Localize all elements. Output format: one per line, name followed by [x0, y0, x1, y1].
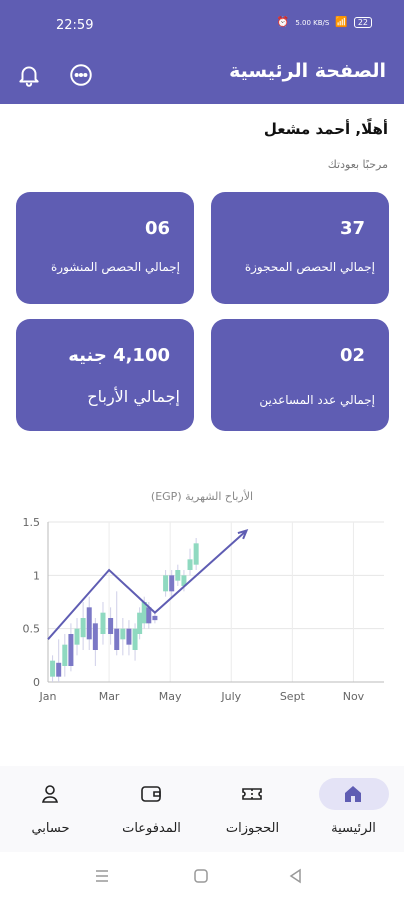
status-bar: 22:59 ⏰ 5.00 KB/S 📶 22 — [0, 0, 404, 50]
chat-bubble-icon[interactable] — [68, 62, 94, 88]
candle-up — [132, 628, 138, 650]
status-icons: ⏰ 5.00 KB/S 📶 22 — [277, 17, 372, 28]
candle-down — [56, 662, 62, 677]
y-tick-label: 1.5 — [23, 516, 41, 529]
home-icon — [341, 782, 365, 806]
chart-svg: 0 0.5 1 1.5 Jan Mar May July Sept Nov — [23, 516, 384, 703]
nav-label: حسابي — [31, 821, 70, 836]
wifi-icon: 📶 — [335, 17, 348, 28]
candle-up — [74, 628, 80, 645]
nav-item-account[interactable]: حسابي — [0, 766, 101, 852]
page-title: الصفحة الرئيسية — [229, 60, 386, 82]
stat-label: إجمالي الحصص المنشورة — [50, 260, 180, 274]
greeting-subtitle: مرحبًا بعودتك — [327, 158, 388, 171]
candle-down — [169, 575, 175, 592]
monthly-earnings-chart: الأرباح الشهرية (EGP) 0 0.5 1 1.5 Jan Mar May J… — [10, 480, 394, 720]
stat-label: إجمالي عدد المساعدين — [259, 393, 375, 407]
nav-label: المدفوعات — [122, 821, 181, 836]
stat-value: 06 — [144, 218, 170, 239]
candle-up — [50, 660, 56, 677]
candle-up — [181, 575, 187, 586]
alarm-icon: ⏰ — [276, 17, 290, 28]
candle-down — [152, 615, 158, 621]
candle-down — [86, 607, 92, 640]
stat-label: إجمالي الحصص المحجوزة — [244, 260, 375, 274]
candle-down — [126, 628, 132, 645]
chart-title: الأرباح الشهرية (EGP) — [150, 490, 254, 503]
candle-down — [108, 618, 114, 634]
candle-up — [193, 543, 199, 565]
candle-up — [80, 618, 86, 638]
stat-label: إجمالي الأرباح — [87, 387, 180, 406]
y-tick-label: 1 — [33, 569, 40, 582]
x-tick-label: Mar — [99, 690, 120, 703]
recent-apps-icon[interactable] — [92, 866, 112, 886]
candle-down — [92, 623, 98, 650]
battery-icon: 22 — [353, 17, 372, 28]
greeting-title: أهلًا, أحمد مشعل — [263, 120, 388, 138]
system-navigation-bar — [0, 852, 404, 900]
candle-up — [137, 612, 143, 634]
candle-up — [141, 602, 147, 624]
stat-card-assistants[interactable]: 02 إجمالي عدد المساعدين — [211, 319, 389, 431]
candle-down — [146, 607, 152, 624]
candle-up — [62, 644, 68, 666]
notification-bell-icon[interactable] — [16, 62, 42, 88]
app-bar: الصفحة الرئيسية — [0, 50, 404, 104]
nav-item-home[interactable]: الرئيسية — [303, 766, 404, 852]
stat-value: 02 — [339, 345, 365, 366]
x-tick-label: July — [220, 690, 241, 703]
stat-card-booked-sessions[interactable]: 37 إجمالي الحصص المحجوزة — [211, 192, 389, 304]
user-icon — [38, 782, 62, 806]
candle-down — [68, 634, 74, 666]
trend-line — [47, 529, 248, 640]
wallet-icon — [139, 782, 163, 806]
nav-item-payments[interactable]: المدفوعات — [101, 766, 202, 852]
status-time: 22:59 — [56, 18, 94, 33]
x-tick-label: Nov — [343, 690, 365, 703]
candle-up — [120, 628, 126, 640]
ticket-icon — [240, 782, 264, 806]
bottom-navigation: الرئيسية الحجوزات المدفوعات حسابي — [0, 766, 404, 852]
network-speed: 5.00 KB/S — [295, 18, 330, 27]
stat-value: 4,100 جنيه — [68, 345, 170, 366]
candle-up — [175, 570, 181, 581]
trend-arrow-head — [237, 528, 249, 540]
home-button-icon[interactable] — [191, 866, 211, 886]
stat-card-total-earnings[interactable]: 4,100 جنيه إجمالي الأرباح — [16, 319, 194, 431]
y-tick-label: 0.5 — [23, 623, 41, 636]
x-tick-label: Sept — [280, 690, 306, 703]
stat-value: 37 — [339, 218, 365, 239]
nav-item-bookings[interactable]: الحجوزات — [202, 766, 303, 852]
candle-up — [187, 559, 193, 570]
back-button-icon[interactable] — [286, 866, 306, 886]
stat-card-published-sessions[interactable]: 06 إجمالي الحصص المنشورة — [16, 192, 194, 304]
candle-up — [163, 575, 169, 592]
x-tick-label: Jan — [39, 690, 57, 703]
nav-label: الحجوزات — [225, 821, 280, 836]
candle-down — [114, 628, 120, 650]
nav-label: الرئيسية — [331, 821, 376, 836]
x-tick-label: May — [159, 690, 182, 703]
y-tick-label: 0 — [33, 676, 40, 689]
candle-up — [100, 612, 106, 634]
